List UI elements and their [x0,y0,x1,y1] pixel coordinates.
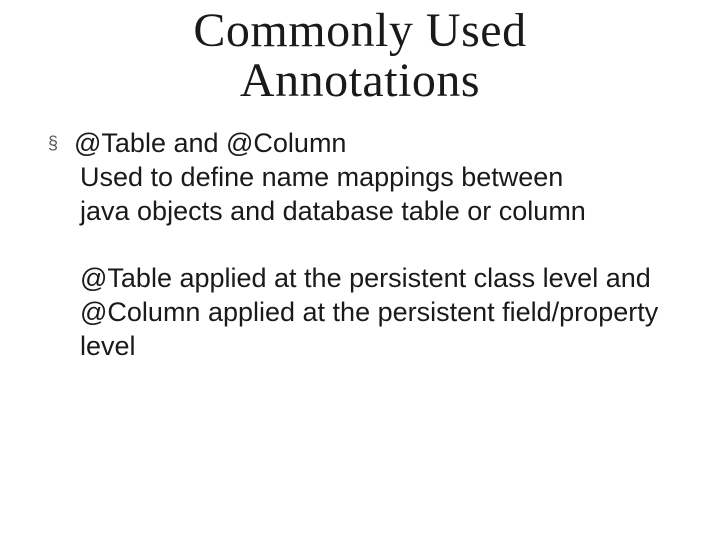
slide-title: Commonly Used Annotations [40,0,680,107]
body-line: @Table applied at the persistent class l… [80,263,651,293]
title-line-1: Commonly Used [193,4,526,57]
body-line: @Column applied at the persistent field/… [80,297,658,327]
bullet-body-paragraph-2: @Table applied at the persistent class l… [80,262,680,363]
bullet-item: § @Table and @Column [46,127,680,159]
title-line-2: Annotations [240,54,480,107]
bullet-heading: @Table and @Column [74,127,346,159]
bullet-body-paragraph-1: Used to define name mappings between jav… [80,161,680,229]
body-line: java objects and database table or colum… [80,196,586,226]
slide: Commonly Used Annotations § @Table and @… [0,0,720,540]
slide-body: § @Table and @Column Used to define name… [40,127,680,364]
body-line: Used to define name mappings between [80,162,563,192]
bullet-marker: § [46,127,60,159]
body-line: level [80,331,136,361]
